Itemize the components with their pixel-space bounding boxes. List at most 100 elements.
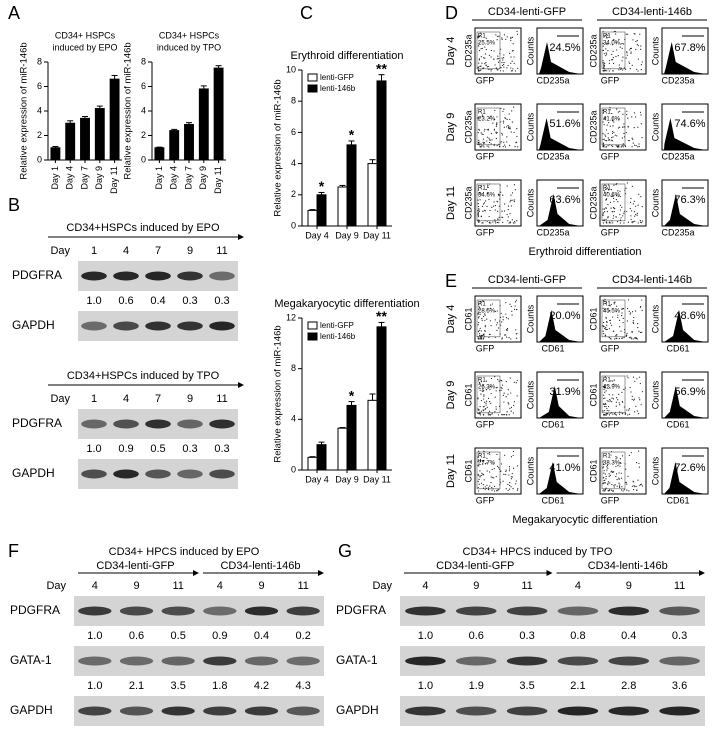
x-tick-label: Day 4 — [169, 166, 179, 190]
chart-title: induced by TPO — [157, 42, 221, 52]
cell-dot — [606, 464, 609, 466]
protein-label: GAPDH — [12, 318, 55, 332]
gate-percent: 23.2% — [478, 117, 496, 123]
cell-dot — [607, 217, 609, 219]
protein-label: PDGFRA — [10, 603, 60, 617]
cell-dot — [621, 400, 623, 403]
cell-dot — [603, 67, 605, 69]
cell-dot — [623, 212, 625, 214]
cell-dot — [508, 113, 510, 115]
quantification: 4.2 — [254, 680, 269, 692]
cell-dot — [493, 58, 495, 60]
cell-dot — [493, 144, 495, 147]
cell-dot — [615, 455, 617, 458]
band — [455, 706, 497, 716]
bar — [50, 147, 61, 161]
bar — [154, 147, 165, 161]
cell-dot — [639, 111, 642, 113]
cell-dot — [630, 336, 632, 338]
cell-dot — [617, 316, 619, 319]
cell-dot — [618, 413, 621, 415]
bar — [307, 209, 318, 227]
y-axis-label: Counts — [525, 456, 535, 485]
gate-percent: 25.5% — [478, 41, 496, 47]
cell-dot — [510, 62, 512, 64]
cell-dot — [492, 122, 494, 124]
cell-dot — [635, 144, 637, 147]
cell-dot — [495, 34, 497, 36]
cell-dot — [615, 310, 617, 313]
cell-dot — [627, 33, 629, 35]
cell-dot — [507, 389, 509, 391]
cell-dot — [637, 44, 639, 47]
cell-dot — [606, 211, 609, 213]
cell-dot — [491, 206, 493, 208]
cell-dot — [503, 126, 505, 128]
band — [244, 706, 279, 716]
gate-label: R1 — [603, 110, 611, 116]
cell-dot — [499, 146, 501, 148]
band — [177, 321, 203, 331]
legend-swatch — [307, 84, 318, 93]
y-tick-label: 10 — [286, 64, 296, 74]
cell-dot — [626, 375, 628, 377]
cell-dot — [483, 315, 485, 318]
cell-dot — [483, 479, 485, 481]
cell-dot — [619, 195, 621, 198]
cell-dot — [617, 195, 619, 197]
cell-dot — [482, 473, 484, 475]
gate-percent: 41.6% — [603, 117, 621, 123]
cell-dot — [640, 404, 642, 406]
cell-dot — [480, 330, 482, 332]
cell-dot — [605, 207, 607, 210]
cell-dot — [609, 201, 612, 203]
bar — [109, 78, 120, 161]
cell-dot — [608, 473, 610, 475]
cell-dot — [604, 384, 606, 386]
cell-dot — [641, 206, 643, 208]
cell-dot — [495, 406, 497, 408]
cell-dot — [500, 386, 502, 389]
cell-dot — [477, 317, 480, 319]
y-axis-label: CD61 — [463, 307, 473, 330]
cell-dot — [479, 405, 481, 408]
cell-dot — [640, 221, 642, 223]
cell-dot — [625, 481, 627, 484]
positive-percent: 31.9% — [549, 386, 580, 398]
cell-dot — [629, 68, 631, 70]
cell-dot — [510, 37, 512, 40]
cell-dot — [615, 475, 617, 478]
gate-label: R1 — [478, 454, 486, 460]
quantification: 1.0 — [418, 680, 433, 692]
cell-dot — [612, 394, 614, 396]
cell-dot — [511, 476, 514, 478]
cell-dot — [511, 472, 513, 475]
band — [81, 469, 107, 479]
cell-dot — [477, 397, 479, 399]
cell-dot — [610, 454, 612, 456]
cell-dot — [481, 474, 483, 477]
cell-dot — [618, 472, 620, 474]
cell-dot — [609, 482, 611, 484]
day: 11 — [521, 580, 532, 592]
protein-label: GAPDH — [12, 466, 55, 480]
cell-dot — [638, 397, 640, 399]
cell-dot — [480, 335, 482, 337]
positive-percent: 76.3% — [674, 194, 705, 206]
x-axis-label: GFP — [476, 151, 495, 161]
y-axis-label: Counts — [525, 36, 535, 65]
cell-dot — [516, 33, 519, 35]
gate-percent: 27.7% — [478, 461, 496, 467]
cell-dot — [612, 398, 615, 400]
cell-dot — [484, 330, 486, 332]
cell-dot — [494, 319, 496, 321]
cell-dot — [488, 414, 491, 416]
cell-dot — [510, 36, 512, 38]
panel-letter: A — [8, 3, 20, 23]
gate-label: R1 — [603, 454, 611, 460]
cell-dot — [510, 478, 512, 480]
quantification: 0.3 — [214, 443, 229, 455]
cell-dot — [632, 320, 634, 322]
cell-dot — [617, 111, 620, 113]
cell-dot — [630, 391, 632, 393]
